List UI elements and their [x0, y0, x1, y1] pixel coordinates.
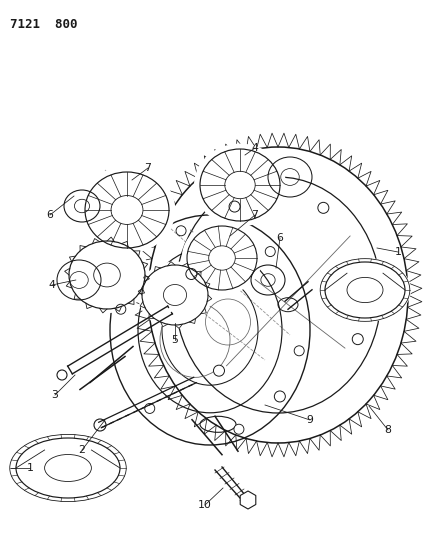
Ellipse shape — [194, 143, 286, 227]
Circle shape — [318, 203, 329, 213]
Ellipse shape — [79, 166, 175, 254]
Ellipse shape — [182, 221, 262, 295]
Circle shape — [186, 269, 197, 279]
Circle shape — [274, 391, 285, 402]
Text: 4: 4 — [48, 280, 55, 290]
Circle shape — [214, 365, 224, 376]
Text: 7: 7 — [251, 210, 258, 220]
Text: 6: 6 — [47, 210, 54, 220]
Text: 1: 1 — [27, 463, 33, 473]
Text: 5: 5 — [172, 335, 178, 345]
Text: 4: 4 — [251, 143, 258, 153]
Text: 3: 3 — [51, 390, 58, 400]
Ellipse shape — [138, 261, 212, 329]
Circle shape — [265, 247, 275, 256]
Text: 9: 9 — [307, 415, 314, 425]
Text: 10: 10 — [198, 500, 212, 510]
Ellipse shape — [8, 433, 128, 503]
Circle shape — [176, 226, 186, 236]
Circle shape — [145, 403, 155, 414]
Circle shape — [229, 201, 240, 212]
Circle shape — [116, 304, 126, 314]
Text: 8: 8 — [384, 425, 391, 435]
Ellipse shape — [98, 201, 322, 459]
Ellipse shape — [56, 259, 102, 301]
Ellipse shape — [63, 189, 101, 223]
Ellipse shape — [250, 264, 286, 296]
Ellipse shape — [267, 156, 313, 198]
Circle shape — [352, 334, 363, 345]
Circle shape — [234, 424, 244, 434]
Text: 6: 6 — [277, 233, 284, 243]
Text: 2: 2 — [79, 445, 85, 455]
Ellipse shape — [319, 258, 411, 322]
Polygon shape — [240, 491, 256, 509]
Text: 7121  800: 7121 800 — [10, 18, 78, 31]
Circle shape — [294, 346, 304, 356]
Ellipse shape — [132, 131, 424, 459]
Text: 1: 1 — [395, 247, 402, 257]
Text: 7: 7 — [145, 163, 151, 173]
Ellipse shape — [64, 237, 150, 313]
